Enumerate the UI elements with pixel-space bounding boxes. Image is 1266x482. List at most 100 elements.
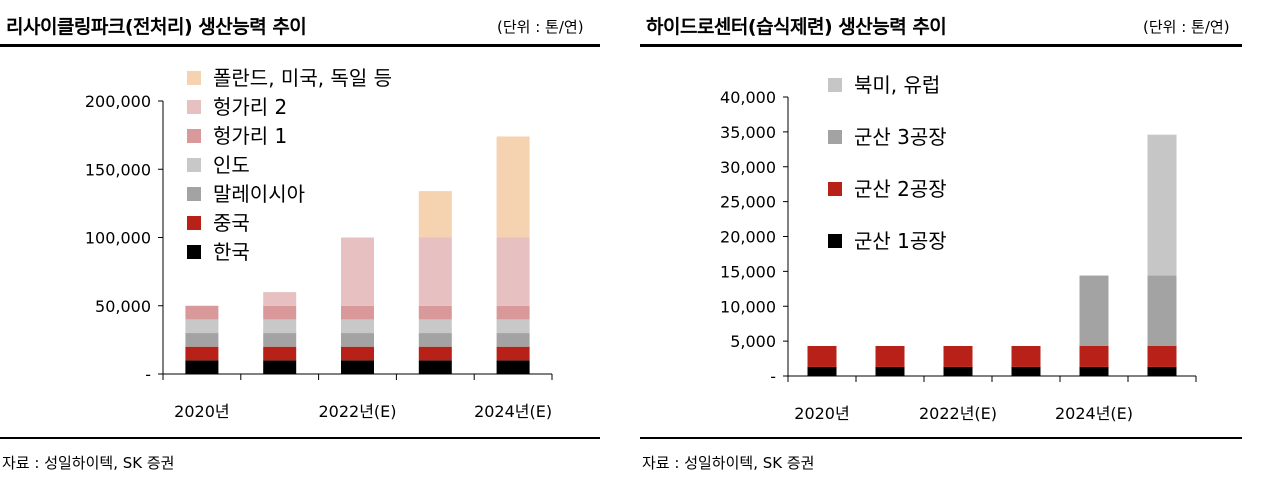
left-chart-title: 리사이클링파크(전처리) 생산능력 추이 — [6, 16, 307, 38]
bar-segment-5 — [263, 305, 297, 320]
legend-swatch — [187, 100, 201, 114]
bar-segment-3 — [341, 333, 374, 347]
bar-segment-2 — [341, 346, 374, 361]
bar-segment-1 — [496, 360, 530, 374]
bar-segment-3 — [1147, 275, 1177, 347]
legend-label: 중국 — [213, 211, 250, 235]
bar-segment-2 — [418, 346, 452, 361]
bar-segment-3 — [496, 333, 530, 347]
legend-swatch — [828, 234, 842, 248]
y-tick-label: 50,000 — [95, 297, 151, 316]
y-tick-label: - — [145, 365, 151, 384]
left-top-rule — [0, 44, 600, 47]
y-tick-label: 100,000 — [85, 229, 151, 248]
left-stacked-bar-chart: - 50,000 100,000 150,000 200,000 2020년 2022년(E… — [85, 66, 553, 421]
bar-segment-5 — [496, 305, 530, 320]
bar-segment-3 — [1079, 275, 1109, 347]
y-tick-label: 25,000 — [720, 193, 776, 212]
x-tick-label: 2024년(E) — [474, 402, 552, 421]
legend-label: 군산 1공장 — [854, 229, 947, 253]
bar-segment-4 — [263, 319, 297, 334]
bar-segment-1 — [263, 360, 297, 374]
bar-segment-2 — [263, 346, 297, 361]
right-chart-unit: (단위 : 톤/연) — [1143, 18, 1230, 36]
bar-segment-2 — [1147, 346, 1177, 367]
bar-segment-7 — [418, 191, 452, 238]
legend-label: 군산 2공장 — [854, 177, 947, 201]
bar-segment-4 — [341, 319, 374, 334]
bar-segment-1 — [185, 360, 219, 374]
legend-label: 인도 — [213, 153, 250, 177]
legend-swatch — [187, 187, 201, 201]
y-tick-label: 20,000 — [720, 228, 776, 247]
bar-segment-6 — [341, 237, 374, 306]
legend-label: 한국 — [213, 240, 250, 264]
legend-swatch — [828, 182, 842, 196]
bar-segment-2 — [496, 346, 530, 361]
right-source-note: 자료 : 성일하이텍, SK 증권 — [642, 454, 815, 472]
bar-segment-4 — [1147, 134, 1177, 276]
legend-swatch — [187, 129, 201, 143]
bar-segment-2 — [943, 346, 973, 367]
right-stacked-bar-chart: - 5,000 10,000 15,000 20,000 25,000 30,000 35,0… — [720, 73, 1197, 423]
x-tick-label: 2020년 — [174, 402, 229, 421]
bar-segment-1 — [807, 366, 837, 376]
bar-segment-1 — [1079, 366, 1109, 376]
right-chart-panel: 하이드로센터(습식제련) 생산능력 추이 (단위 : 톤/연) - 5,000 10… — [640, 0, 1266, 482]
y-tick-label: 35,000 — [720, 123, 776, 142]
legend-label: 폴란드, 미국, 독일 등 — [213, 66, 392, 90]
left-source-note: 자료 : 성일하이텍, SK 증권 — [2, 454, 175, 472]
bar-segment-1 — [875, 366, 905, 376]
bar-segment-3 — [418, 333, 452, 347]
bar-segment-5 — [341, 305, 374, 320]
right-bottom-rule — [640, 437, 1242, 439]
bar-segment-3 — [185, 333, 219, 347]
left-chart-panel: 리사이클링파크(전처리) 생산능력 추이 (단위 : 톤/연) - 50,000 1… — [0, 0, 610, 482]
legend-label: 북미, 유럽 — [854, 73, 940, 97]
bar-segment-6 — [496, 237, 530, 306]
bar-segment-5 — [418, 305, 452, 320]
bar-segment-2 — [1011, 346, 1041, 367]
x-tick-label: 2022년(E) — [919, 404, 997, 423]
legend-label: 말레이시아 — [213, 182, 305, 206]
legend-swatch — [187, 158, 201, 172]
y-tick-label: 40,000 — [720, 88, 776, 107]
x-tick-label: 2020년 — [794, 404, 849, 423]
right-chart-title: 하이드로센터(습식제련) 생산능력 추이 — [646, 16, 947, 38]
legend-swatch — [828, 130, 842, 144]
x-tick-label: 2022년(E) — [318, 402, 396, 421]
legend-swatch — [187, 216, 201, 230]
bar-segment-1 — [418, 360, 452, 374]
bar-segment-2 — [185, 346, 219, 361]
left-bottom-rule — [0, 437, 600, 439]
x-tick-label: 2024년(E) — [1055, 404, 1133, 423]
bar-segment-3 — [263, 333, 297, 347]
bar-segment-1 — [943, 366, 973, 376]
bar-segment-5 — [185, 305, 219, 320]
legend-label: 헝가리 2 — [213, 95, 287, 119]
legend-swatch — [828, 78, 842, 92]
y-tick-label: 150,000 — [85, 160, 151, 179]
bar-segment-1 — [1147, 366, 1177, 376]
y-tick-label: 5,000 — [730, 332, 776, 351]
y-tick-label: - — [770, 367, 776, 386]
bar-segment-7 — [496, 136, 530, 238]
bar-segment-2 — [807, 346, 837, 367]
bar-segment-1 — [341, 360, 374, 374]
legend-swatch — [187, 71, 201, 85]
bar-segment-6 — [418, 237, 452, 306]
y-tick-label: 10,000 — [720, 297, 776, 316]
right-top-rule — [640, 44, 1242, 47]
legend-swatch — [187, 245, 201, 259]
bar-segment-4 — [418, 319, 452, 334]
legend-label: 군산 3공장 — [854, 125, 947, 149]
y-tick-label: 15,000 — [720, 262, 776, 281]
bar-segment-1 — [1011, 366, 1041, 376]
bar-segment-6 — [263, 292, 297, 306]
y-tick-label: 30,000 — [720, 158, 776, 177]
bar-segment-4 — [496, 319, 530, 334]
bar-segment-2 — [875, 346, 905, 367]
bar-segment-2 — [1079, 346, 1109, 367]
left-chart-unit: (단위 : 톤/연) — [497, 18, 584, 36]
y-tick-label: 200,000 — [85, 92, 151, 111]
